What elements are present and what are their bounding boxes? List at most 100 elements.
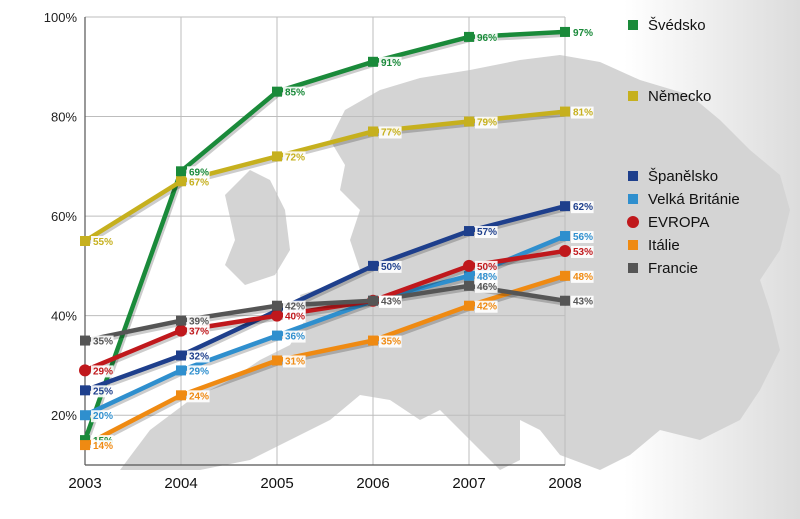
legend-label-spanelsko: Španělsko [648, 168, 718, 185]
y-tick-label: 80% [51, 110, 77, 125]
data-label-svedsko: 85% [285, 88, 305, 99]
data-label-bg [379, 295, 402, 308]
data-label-bg [187, 315, 210, 328]
data-label-nemecko: 77% [381, 127, 401, 138]
data-point-francie [560, 295, 570, 306]
data-label-bg [475, 116, 498, 129]
x-tick-label: 2003 [68, 475, 101, 492]
data-point-evropa [79, 364, 91, 377]
y-tick-label: 20% [51, 408, 77, 423]
data-point-spanelsko [560, 201, 570, 212]
data-label-bg [571, 245, 594, 258]
legend-label-nemecko: Německo [648, 88, 711, 105]
x-tick-label: 2008 [548, 475, 581, 492]
data-point-evropa [271, 309, 283, 322]
data-point-svedsko [176, 166, 186, 177]
data-label-nemecko: 55% [93, 237, 113, 248]
legend-marker-svedsko [628, 20, 638, 30]
data-label-nemecko: 72% [285, 152, 305, 163]
data-point-italie [560, 270, 570, 281]
legend-marker-francie [628, 263, 638, 273]
data-label-italie: 48% [573, 272, 593, 283]
data-label-bg [91, 335, 114, 348]
data-label-bg [283, 151, 306, 164]
data-label-spanelsko: 57% [477, 227, 497, 238]
data-label-bg [283, 86, 306, 99]
legend-marker-nemecko [628, 91, 638, 101]
data-point-velka-britanie [272, 330, 282, 341]
data-label-italie: 14% [93, 441, 113, 452]
data-label-bg [475, 300, 498, 313]
data-label-bg [571, 106, 594, 119]
data-label-velka-britanie: 48% [477, 272, 497, 283]
data-point-spanelsko [368, 260, 378, 271]
y-tick-label: 40% [51, 309, 77, 324]
data-point-svedsko [464, 31, 474, 42]
data-label-nemecko: 81% [573, 108, 593, 119]
data-label-bg [379, 56, 402, 69]
axes: 20% 40% 60% 80% 100% 2003 2004 2005 2006 2007 2008 [44, 10, 582, 492]
legend-label-francie: Francie [648, 260, 698, 277]
data-label-bg [187, 325, 210, 338]
legend-label-evropa: EVROPA [648, 214, 709, 231]
data-point-evropa [463, 259, 475, 272]
data-label-svedsko: 91% [381, 58, 401, 69]
data-point-italie [80, 440, 90, 451]
data-point-italie [368, 335, 378, 346]
data-point-italie [464, 300, 474, 311]
data-point-nemecko [272, 151, 282, 162]
data-label-italie: 24% [189, 391, 209, 402]
data-point-nemecko [560, 106, 570, 117]
legend-label-velka-britanie: Velká Británie [648, 191, 740, 208]
data-label-bg [475, 270, 498, 283]
data-label-velka-britanie: 29% [189, 366, 209, 377]
data-label-francie: 39% [189, 317, 209, 328]
data-label-francie: 46% [477, 282, 497, 293]
data-label-bg [379, 335, 402, 348]
data-label-bg [571, 201, 594, 214]
x-tick-label: 2004 [164, 475, 197, 492]
data-label-bg [91, 236, 114, 248]
data-label-bg [475, 226, 498, 239]
x-tick-label: 2005 [260, 475, 293, 492]
data-label-evropa: 37% [189, 327, 209, 338]
data-label-evropa: 40% [285, 312, 305, 323]
data-label-nemecko: 79% [477, 118, 497, 129]
data-label-francie: 35% [93, 337, 113, 348]
data-label-bg [571, 26, 594, 39]
data-point-svedsko [272, 86, 282, 97]
data-label-bg [379, 126, 402, 139]
data-label-bg [571, 231, 594, 244]
data-point-evropa [559, 244, 571, 257]
data-label-svedsko: 69% [189, 167, 209, 178]
legend-marker-spanelsko [628, 171, 638, 181]
data-label-bg [91, 440, 114, 453]
data-point-francie [176, 315, 186, 326]
data-label-bg [91, 365, 114, 378]
data-label-bg [283, 355, 306, 368]
data-label-bg [187, 176, 210, 189]
legend-marker-evropa [627, 216, 639, 228]
x-tick-label: 2007 [452, 475, 485, 492]
data-point-italie [272, 355, 282, 366]
data-point-nemecko [176, 176, 186, 187]
data-label-svedsko: 96% [477, 33, 497, 44]
data-label-evropa: 50% [477, 262, 497, 273]
data-point-svedsko [368, 56, 378, 67]
data-point-spanelsko [80, 385, 90, 396]
data-point-velka-britanie [80, 410, 90, 421]
data-label-bg [379, 260, 402, 273]
data-label-evropa: 29% [93, 366, 113, 377]
legend: Švédsko Německo Španělsko Velká Británie EVR… [627, 17, 740, 277]
legend-label-italie: Itálie [648, 237, 680, 254]
data-labels: 15%69%85%91%96%97%55%67%72%77%79%81%25%3… [91, 26, 594, 453]
data-label-francie: 43% [381, 297, 401, 308]
data-label-bg [91, 385, 114, 398]
data-label-velka-britanie: 56% [573, 232, 593, 243]
data-point-spanelsko [464, 226, 474, 237]
data-label-spanelsko: 62% [573, 202, 593, 213]
data-label-svedsko: 97% [573, 28, 593, 39]
data-label-bg [187, 365, 210, 378]
